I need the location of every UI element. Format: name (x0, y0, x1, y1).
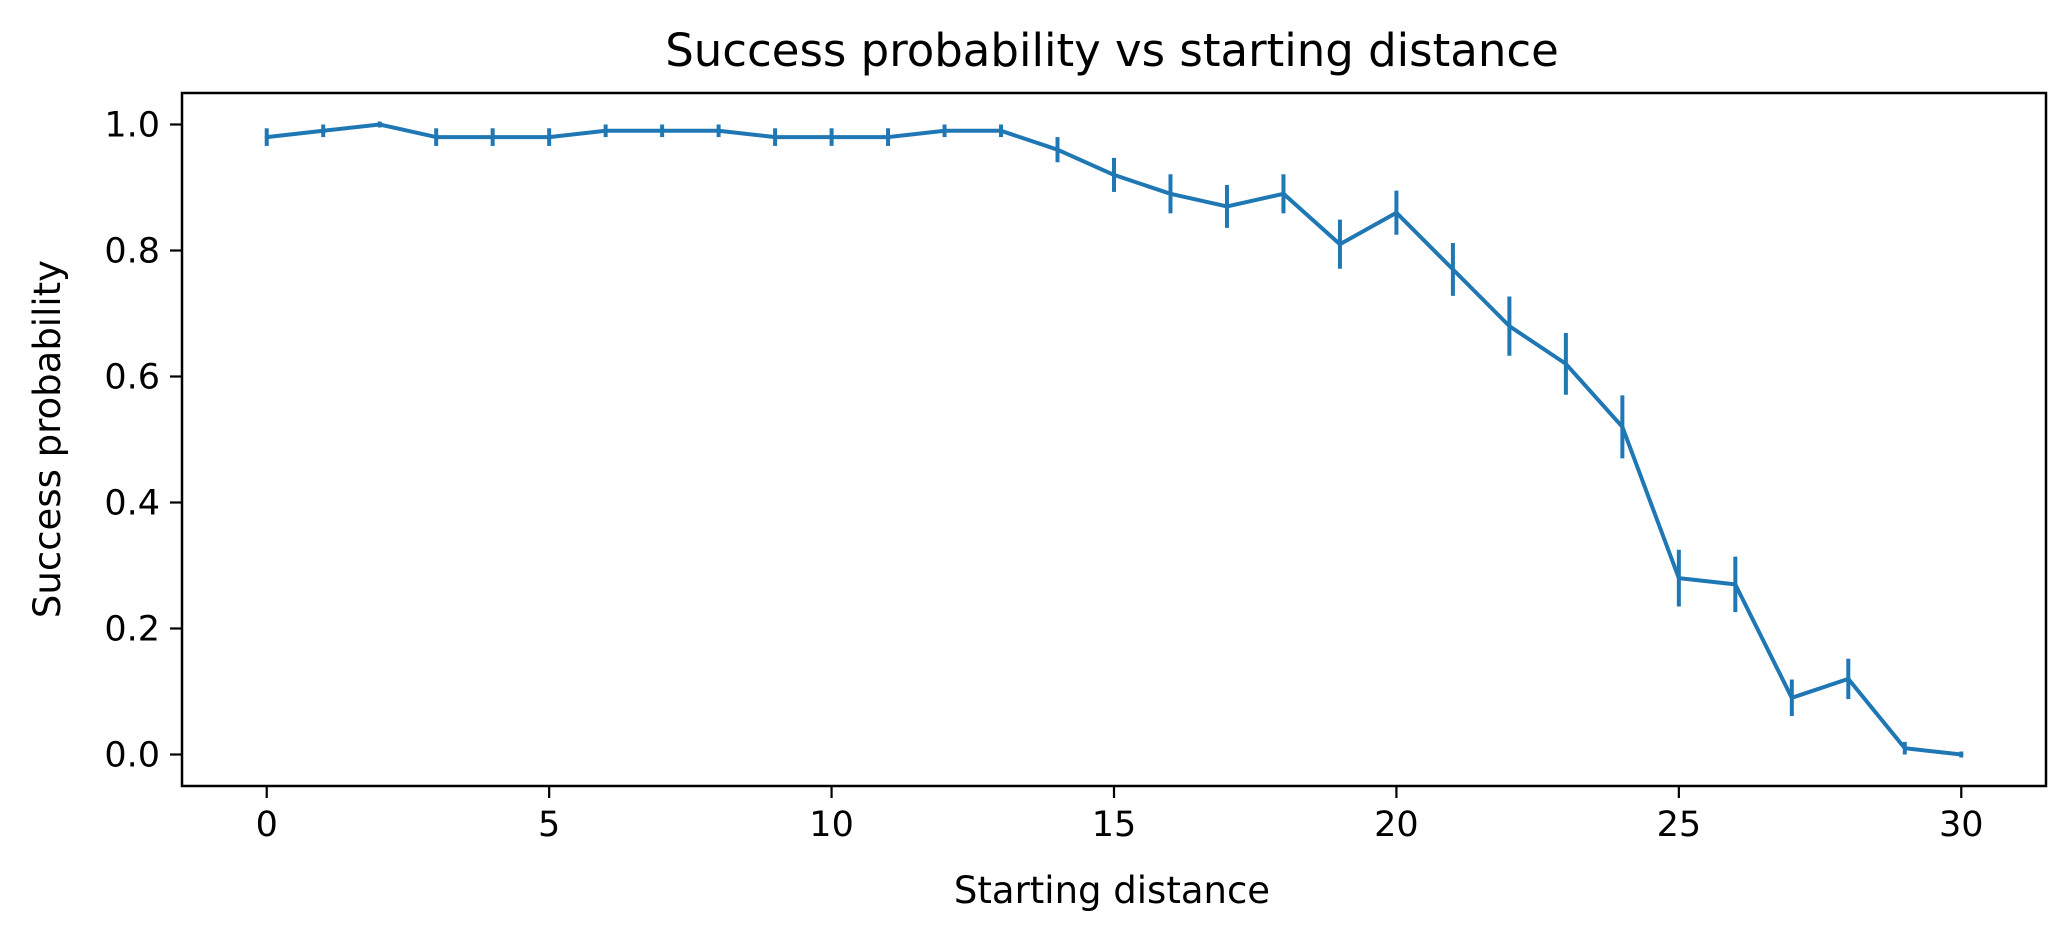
y-tick-label: 0.6 (104, 358, 160, 398)
axis-ticks: 0 5 10 15 20 25 30 0.0 0.2 0.4 0.6 0.8 1.0 (104, 106, 1983, 846)
x-tick-label: 10 (809, 805, 854, 845)
x-tick-label: 0 (256, 805, 278, 845)
x-tick-label: 20 (1374, 805, 1419, 845)
y-tick-label: 0.8 (104, 232, 160, 272)
y-tick-label: 0.0 (104, 736, 160, 776)
y-axis-label: Success probability (26, 260, 69, 618)
y-tick-label: 1.0 (104, 106, 160, 146)
x-tick-label: 30 (1939, 805, 1984, 845)
y-tick-label: 0.2 (104, 610, 160, 650)
chart-title: Success probability vs starting distance (665, 24, 1559, 77)
y-tick-label: 0.4 (104, 484, 160, 524)
axes-frame (180, 91, 2048, 788)
x-axis-label: Starting distance (954, 869, 1270, 912)
x-tick-label: 5 (538, 805, 560, 845)
series-line (264, 122, 1964, 757)
x-tick-label: 25 (1657, 805, 1702, 845)
plot-area (264, 121, 1964, 758)
x-tick-label: 15 (1092, 805, 1137, 845)
